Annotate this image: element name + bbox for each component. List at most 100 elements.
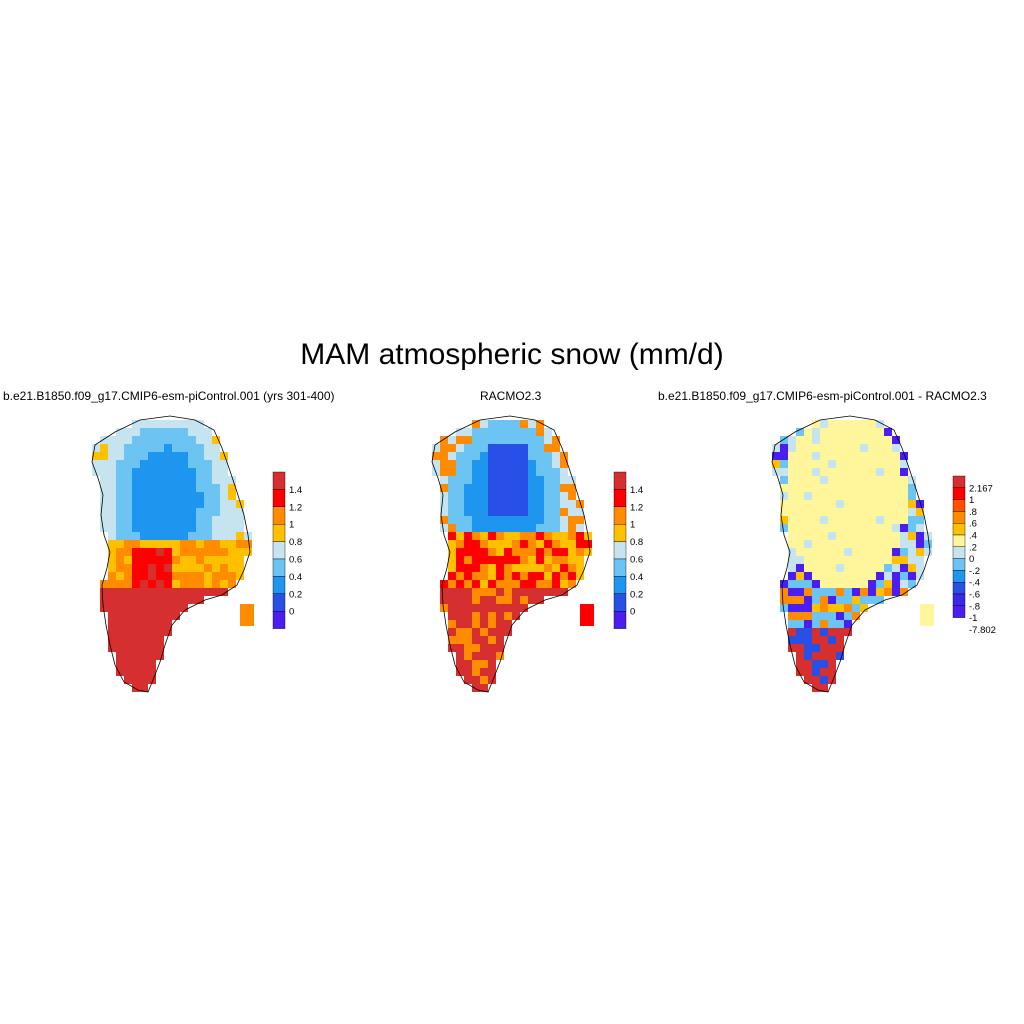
grid-cell <box>456 580 464 588</box>
grid-cell <box>464 476 472 484</box>
grid-cell <box>108 628 116 636</box>
grid-cell <box>180 588 188 596</box>
grid-cell <box>876 468 884 476</box>
grid-cell <box>148 628 156 636</box>
grid-cell <box>528 580 536 588</box>
grid-cell <box>836 428 844 436</box>
grid-cell <box>560 572 568 580</box>
grid-cell <box>156 532 164 540</box>
grid-cell <box>148 436 156 444</box>
grid-cell <box>472 516 480 524</box>
grid-cell <box>828 524 836 532</box>
grid-cell <box>828 452 836 460</box>
grid-cell <box>504 620 512 628</box>
grid-cell <box>860 508 868 516</box>
grid-cell <box>852 460 860 468</box>
map-panel-racmo <box>431 415 594 693</box>
grid-cell <box>212 468 220 476</box>
grid-cell <box>108 556 116 564</box>
grid-cell <box>228 548 236 556</box>
grid-cell <box>472 444 480 452</box>
grid-cell <box>876 596 884 604</box>
colorbar-box <box>952 475 966 489</box>
grid-cell <box>552 588 560 596</box>
grid-cell <box>860 548 868 556</box>
grid-cell <box>844 572 852 580</box>
grid-cell <box>100 436 108 444</box>
grid-cell <box>156 580 164 588</box>
grid-cell <box>804 428 812 436</box>
grid-cell <box>188 532 196 540</box>
grid-cell <box>180 428 188 436</box>
grid-cell <box>100 476 108 484</box>
grid-cell <box>472 484 480 492</box>
grid-cell <box>544 524 552 532</box>
grid-cell <box>860 516 868 524</box>
grid-cell <box>788 636 796 644</box>
grid-cell <box>448 596 456 604</box>
grid-cell <box>812 444 820 452</box>
grid-cell <box>156 516 164 524</box>
grid-cell <box>220 492 228 500</box>
grid-cell <box>780 508 788 516</box>
grid-cell <box>552 460 560 468</box>
grid-cell <box>804 668 812 676</box>
grid-cell <box>188 468 196 476</box>
grid-cell <box>480 684 488 692</box>
grid-cell <box>520 484 528 492</box>
grid-cell <box>844 540 852 548</box>
grid-cell <box>204 492 212 500</box>
grid-cell <box>464 668 472 676</box>
grid-cell <box>148 420 156 428</box>
grid-cell <box>100 604 108 612</box>
grid-cell <box>852 532 860 540</box>
grid-cell <box>188 524 196 532</box>
grid-cell <box>820 484 828 492</box>
colorbar-box <box>952 546 966 559</box>
grid-cell <box>116 452 124 460</box>
grid-cell <box>204 572 212 580</box>
grid-cell <box>116 588 124 596</box>
grid-cell <box>844 612 852 620</box>
grid-cell <box>820 532 828 540</box>
grid-cell <box>124 556 132 564</box>
grid-cell <box>180 556 188 564</box>
grid-cell <box>132 652 140 660</box>
grid-cell <box>156 540 164 548</box>
colorbar-label: -.8 <box>969 601 980 612</box>
grid-cell <box>576 572 584 580</box>
grid-cell <box>164 620 172 628</box>
grid-cell <box>820 516 828 524</box>
grid-cell <box>480 420 488 428</box>
grid-cell <box>512 516 520 524</box>
grid-cell <box>552 444 560 452</box>
grid-cell <box>528 588 536 596</box>
grid-cell <box>512 524 520 532</box>
grid-cell <box>236 540 244 548</box>
grid-cell <box>108 460 116 468</box>
grid-cell <box>512 436 520 444</box>
grid-cell <box>164 596 172 604</box>
grid-cell <box>140 604 148 612</box>
grid-cell <box>156 564 164 572</box>
grid-cell <box>908 500 916 508</box>
grid-cell <box>804 548 812 556</box>
grid-cell <box>116 620 124 628</box>
grid-cell <box>472 540 480 548</box>
grid-cell <box>132 540 140 548</box>
grid-cell <box>876 564 884 572</box>
colorbar-box <box>952 570 966 583</box>
grid-cell <box>140 620 148 628</box>
grid-cell <box>100 452 108 460</box>
grid-cell <box>164 492 172 500</box>
grid-cell <box>108 444 116 452</box>
colorbar-box <box>952 582 966 595</box>
grid-cell <box>204 548 212 556</box>
coastline <box>91 415 251 693</box>
grid-cell <box>116 492 124 500</box>
grid-cell <box>448 540 456 548</box>
grid-cell <box>844 452 852 460</box>
grid-cell <box>124 676 132 684</box>
grid-cell <box>876 588 884 596</box>
grid-cell <box>820 444 828 452</box>
